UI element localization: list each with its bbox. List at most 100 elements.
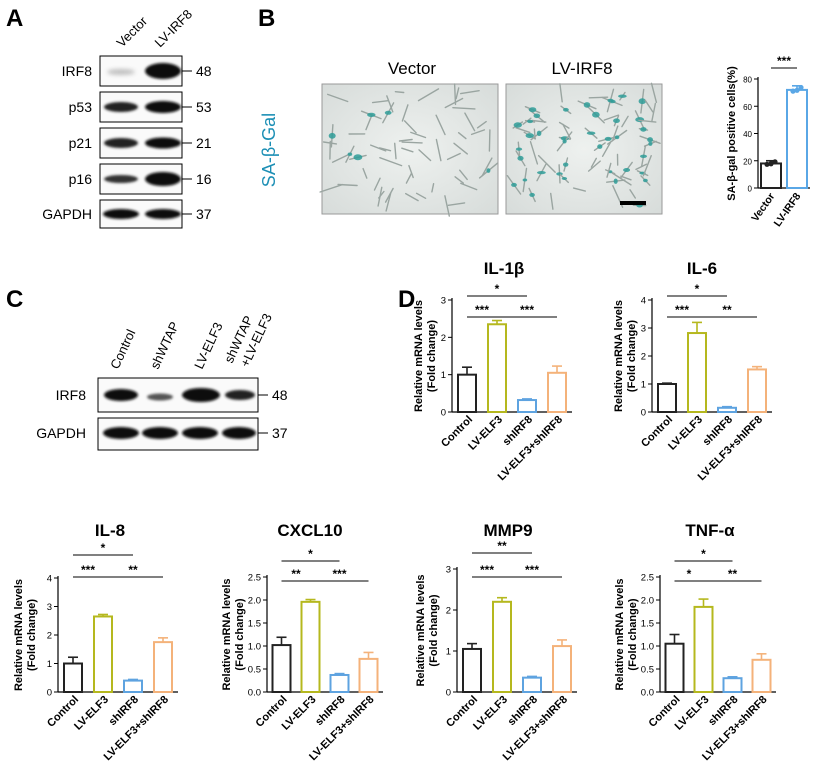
cell xyxy=(331,153,351,163)
cell xyxy=(606,162,612,178)
cell xyxy=(481,157,493,177)
y-axis-label: (Fold change) xyxy=(234,598,246,670)
bar-lv-elf3 xyxy=(93,615,113,693)
y-tick-label: 60 xyxy=(743,103,752,112)
cell xyxy=(590,157,597,168)
y-tick-label: 0 xyxy=(641,408,646,419)
y-tick-label: 2.0 xyxy=(641,596,654,607)
y-tick-label: 1 xyxy=(441,370,446,381)
cell xyxy=(635,163,648,171)
cell xyxy=(470,129,486,136)
cell xyxy=(558,121,570,129)
cell xyxy=(651,102,657,123)
cell xyxy=(403,120,417,134)
stained-cell xyxy=(515,147,523,151)
y-tick-label: 0.0 xyxy=(641,688,654,699)
cell xyxy=(453,83,457,106)
y-tick-label: 3 xyxy=(641,324,646,335)
stained-cell xyxy=(561,177,568,180)
bar-lv-irf8 xyxy=(786,88,808,189)
cell xyxy=(444,97,464,109)
cell xyxy=(405,192,419,202)
bar-lv-elf3-shirf8 xyxy=(153,641,173,693)
bar-lv-elf3 xyxy=(487,323,507,413)
chart-il-1b: IL-1β 0 1 2 3 Relative mRNA levels (Fold chang… xyxy=(413,259,572,483)
data-point xyxy=(764,161,770,167)
data-point xyxy=(790,88,796,94)
y-tick-label: 0 xyxy=(47,688,52,699)
stained-cell xyxy=(613,178,618,184)
y-axis-label: (Fold change) xyxy=(426,320,438,392)
cell xyxy=(444,195,450,217)
y-tick-label: 1.0 xyxy=(641,642,654,653)
data-point xyxy=(798,84,804,91)
bar-shirf8 xyxy=(517,399,537,414)
y-tick-label: 40 xyxy=(743,130,752,139)
cell xyxy=(370,144,387,152)
blot-a-row-p21: p21 21 xyxy=(69,127,212,159)
cell xyxy=(515,127,531,134)
y-tick-label: 1.0 xyxy=(248,642,261,653)
chart-mmp9: MMP9 0 1 2 3 Relative mRNA levels (Fold change… xyxy=(415,521,577,763)
y-axis-label: Relative mRNA levels xyxy=(221,578,233,690)
data-point xyxy=(772,159,778,165)
cell xyxy=(476,120,487,129)
bar-control xyxy=(271,644,292,694)
y-axis-label: SA-β-gal positive cells(%) xyxy=(726,66,738,201)
stained-cell xyxy=(563,162,569,167)
y-tick-label: 2.5 xyxy=(641,573,654,584)
stained-cell xyxy=(607,98,614,103)
stained-cell xyxy=(533,113,541,119)
blot-c-row-irf8: IRF8 48 xyxy=(56,377,288,413)
blot-a-label-p16: p16 xyxy=(69,171,93,187)
y-axis-label: Relative mRNA levels xyxy=(614,578,626,690)
cell xyxy=(385,192,392,212)
significance-label: * xyxy=(495,282,500,296)
y-axis-label: (Fold change) xyxy=(627,598,639,670)
stained-cell xyxy=(563,107,569,112)
blot-c-lane-lv-elf3: LV-ELF3 xyxy=(191,320,226,371)
y-axis-label: (Fold change) xyxy=(428,594,440,666)
y-tick-label: 80 xyxy=(743,76,752,85)
bar-control xyxy=(462,647,482,694)
cell xyxy=(620,175,632,181)
micrographs: SA-β-Gal Vector LV-IRF8 xyxy=(259,59,663,217)
stained-cell xyxy=(367,112,376,117)
blot-a-row-irf8: IRF8 48 xyxy=(62,55,212,87)
y-axis-label: Relative mRNA levels xyxy=(415,574,427,686)
cell xyxy=(644,99,654,113)
y-axis-label: (Fold change) xyxy=(26,599,38,671)
stained-cell xyxy=(640,127,647,132)
chart-title: MMP9 xyxy=(483,521,532,540)
bar-lv-elf3-shirf8 xyxy=(547,371,567,413)
chart-title: IL-8 xyxy=(95,521,125,540)
stained-cell xyxy=(562,139,567,144)
chart-title: CXCL10 xyxy=(277,521,342,540)
cell xyxy=(537,154,556,174)
cell xyxy=(386,95,394,113)
bar-lv-elf3 xyxy=(300,600,321,694)
cell xyxy=(460,182,478,191)
sa-beta-gal-label: SA-β-Gal xyxy=(259,113,279,187)
blot-c-kda-irf8: 48 xyxy=(272,387,288,403)
cell xyxy=(601,141,612,158)
significance-label: * xyxy=(308,547,313,561)
cell xyxy=(377,186,383,207)
y-axis-label: (Fold change) xyxy=(626,320,638,392)
cell xyxy=(337,183,358,187)
cells-lv-irf8 xyxy=(506,82,661,210)
chart-il-8: IL-8 0 1 2 3 4 Relative mRNA levels (Fold chang… xyxy=(13,521,178,763)
bar-control xyxy=(63,662,83,693)
bar-shirf8 xyxy=(123,679,143,693)
cell xyxy=(373,177,381,191)
bar-shirf8 xyxy=(522,676,542,694)
stained-cell xyxy=(513,122,522,128)
cell xyxy=(452,106,476,110)
cell xyxy=(650,82,658,104)
stained-cell xyxy=(618,94,627,98)
cell xyxy=(629,189,636,199)
stained-cell xyxy=(517,155,524,161)
cell xyxy=(447,202,466,207)
bar-lv-elf3 xyxy=(687,332,707,414)
